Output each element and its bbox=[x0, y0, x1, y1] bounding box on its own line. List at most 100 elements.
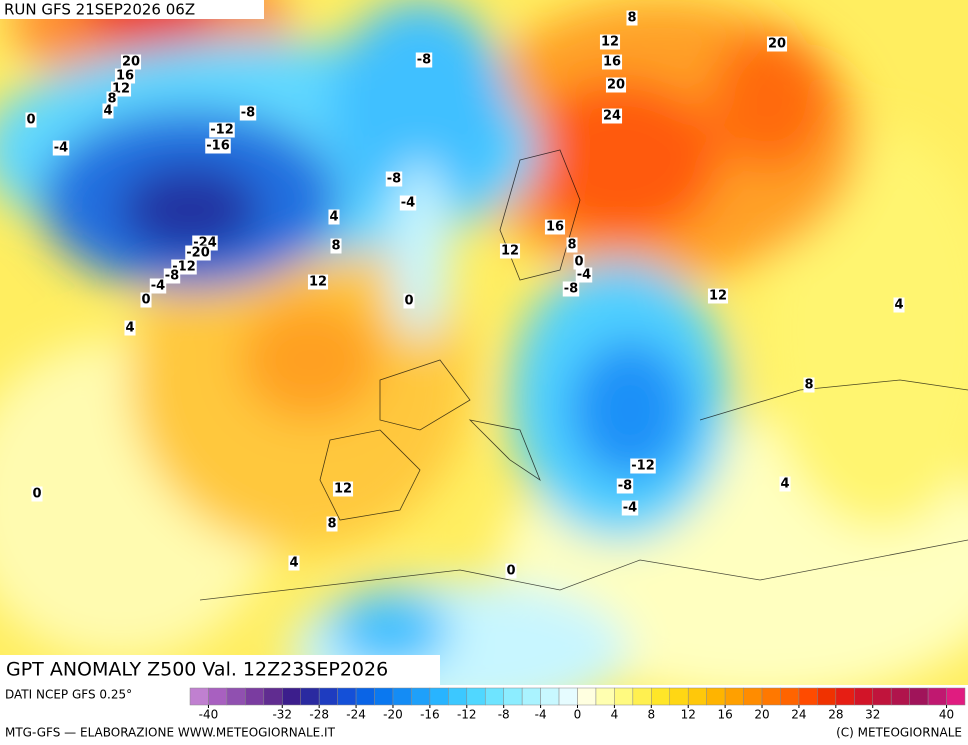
contour-label-box bbox=[599, 34, 621, 50]
contour-label: 0 bbox=[404, 294, 413, 309]
colorbar-swatch bbox=[208, 687, 228, 706]
contour-label: 12 bbox=[334, 482, 352, 497]
contour-label: -8 bbox=[241, 106, 255, 121]
contour-label-box bbox=[185, 245, 211, 261]
contour-label-box bbox=[626, 10, 638, 26]
contour-label-box bbox=[601, 108, 623, 124]
contour-label-box bbox=[288, 555, 300, 571]
colorbar-tick-label: -4 bbox=[535, 708, 547, 722]
colorbar-swatch bbox=[282, 687, 301, 706]
colorbar-tick-label: 16 bbox=[717, 708, 732, 722]
colorbar-swatch bbox=[890, 687, 910, 706]
contour-label-box bbox=[630, 458, 656, 474]
contour-label-box bbox=[332, 481, 354, 497]
colorbar-tick-label: 4 bbox=[611, 708, 619, 722]
colorbar-swatch bbox=[226, 687, 246, 706]
contour-label-box bbox=[209, 122, 235, 138]
colorbar-swatch bbox=[466, 687, 486, 706]
contour-label: -8 bbox=[165, 269, 179, 284]
colorbar-tick-label: -28 bbox=[309, 708, 329, 722]
colorbar-swatch bbox=[503, 687, 523, 706]
contour-label-box bbox=[205, 138, 231, 154]
colorbar-swatch bbox=[687, 687, 707, 706]
contour-label-box bbox=[766, 36, 788, 52]
contour-label-box bbox=[544, 219, 566, 235]
contour-label: 8 bbox=[331, 239, 340, 254]
colorbar-tick-label: 20 bbox=[754, 708, 769, 722]
contour-label: 4 bbox=[125, 321, 134, 336]
contour-label: 8 bbox=[107, 92, 116, 107]
contour-label: -12 bbox=[210, 123, 234, 138]
colorbar-tick-label: 8 bbox=[647, 708, 655, 722]
contour-label-box bbox=[601, 54, 623, 70]
contour-label-box bbox=[403, 293, 415, 309]
colorbar-tick-label: -32 bbox=[272, 708, 292, 722]
contour-label-box bbox=[328, 209, 340, 225]
colorbar-swatch bbox=[300, 687, 320, 706]
contour-label-box bbox=[140, 292, 152, 308]
colorbar-swatch bbox=[355, 687, 375, 706]
contour-label-box bbox=[566, 237, 578, 253]
contour-label-box bbox=[621, 500, 639, 516]
colorbar-swatch bbox=[577, 687, 597, 706]
contour-label-box bbox=[573, 254, 585, 270]
contour-label: 12 bbox=[309, 275, 327, 290]
colorbar-swatch bbox=[817, 687, 837, 706]
contour-label-box bbox=[239, 105, 257, 121]
contour-label: 8 bbox=[327, 517, 336, 532]
contour-label-box bbox=[605, 77, 627, 93]
colorbar-swatch bbox=[245, 687, 265, 706]
colorbar-swatch bbox=[651, 687, 671, 706]
contour-label-box bbox=[779, 476, 791, 492]
colorbar-swatch bbox=[798, 687, 818, 706]
colorbar-swatch bbox=[669, 687, 689, 706]
contour-label: 16 bbox=[603, 55, 621, 70]
contour-label: -20 bbox=[186, 246, 210, 261]
contour-label-box bbox=[707, 288, 729, 304]
colorbar-swatch bbox=[632, 687, 652, 706]
colorbar-swatch bbox=[724, 687, 744, 706]
contour-label: -8 bbox=[618, 479, 632, 494]
contour-label-box bbox=[106, 91, 118, 107]
colorbar-swatch bbox=[540, 687, 560, 706]
colorbar-swatch bbox=[614, 687, 634, 706]
title-box bbox=[0, 655, 440, 685]
colorbar-tick-label: 32 bbox=[865, 708, 880, 722]
contour-label-box bbox=[616, 478, 634, 494]
colorbar-tick-label: 0 bbox=[574, 708, 582, 722]
contour-label: -8 bbox=[564, 282, 578, 297]
contour-label-box bbox=[415, 52, 433, 68]
colorbar-tick-label: -12 bbox=[457, 708, 477, 722]
contour-label: 20 bbox=[122, 55, 140, 70]
colorbar-swatch bbox=[854, 687, 873, 706]
contour-label: 4 bbox=[103, 104, 112, 119]
contour-label: -16 bbox=[206, 139, 230, 154]
colorbar-swatch bbox=[337, 687, 357, 706]
copyright-label: (C) METEOGIORNALE bbox=[836, 726, 962, 740]
colorbar-swatch bbox=[263, 687, 283, 706]
contour-label: -4 bbox=[623, 501, 637, 516]
contour-label-box bbox=[326, 516, 338, 532]
contour-label: 0 bbox=[32, 487, 41, 502]
colorbar-tick-label: -8 bbox=[498, 708, 510, 722]
colorbar-tick-label: 28 bbox=[828, 708, 843, 722]
contour-label: 0 bbox=[574, 255, 583, 270]
colorbar-swatch bbox=[595, 687, 615, 706]
contour-label-box bbox=[803, 377, 815, 393]
colorbar-tick-label: -16 bbox=[420, 708, 440, 722]
colorbar-swatch bbox=[558, 687, 578, 706]
contour-label: -8 bbox=[417, 53, 431, 68]
contour-label: -4 bbox=[151, 279, 165, 294]
contour-label: -4 bbox=[401, 196, 415, 211]
colorbar-swatch bbox=[761, 687, 781, 706]
contour-label: 0 bbox=[26, 113, 35, 128]
contour-label: 16 bbox=[116, 69, 134, 84]
contour-label: 20 bbox=[768, 37, 786, 52]
contour-label-box bbox=[385, 171, 403, 187]
contour-label-box bbox=[120, 54, 142, 70]
contour-label: 0 bbox=[141, 293, 150, 308]
source-label: DATI NCEP GFS 0.25° bbox=[5, 688, 132, 702]
contour-label: -12 bbox=[631, 459, 655, 474]
contour-label: 4 bbox=[780, 477, 789, 492]
